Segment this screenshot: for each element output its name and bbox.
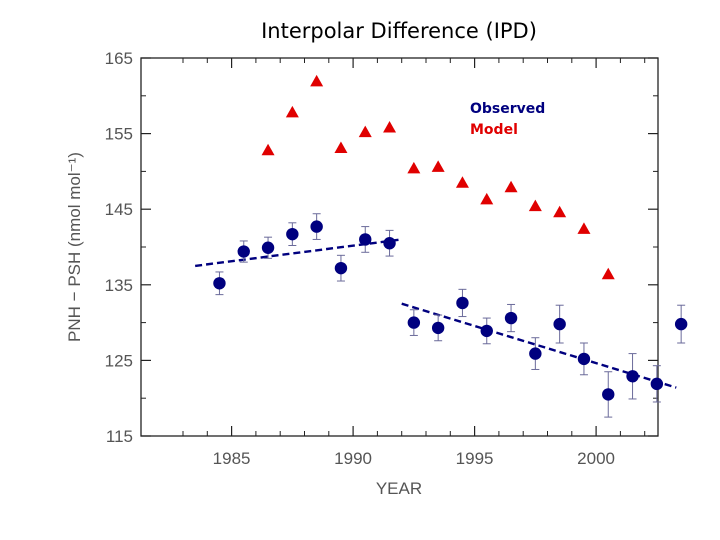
observed-point (261, 241, 275, 254)
model-point (261, 143, 275, 156)
observed-point (480, 324, 493, 338)
observed-point (407, 316, 421, 329)
model-point (601, 267, 615, 280)
observed-point (237, 245, 250, 258)
x-tick-label: 2000 (577, 449, 615, 468)
y-tick-label: 115 (106, 427, 133, 446)
y-axis-title: PNH − PSH (nmol mol⁻¹) (65, 152, 84, 342)
model-point (407, 161, 421, 174)
x-tick-label: 1985 (213, 449, 251, 468)
model-point (310, 74, 324, 87)
observed-point (553, 317, 566, 331)
observed-point (286, 227, 299, 241)
axis-ticks: 115 125 135 145 155 165 1985 1990 1995 2000 (105, 49, 658, 468)
observed-point (577, 352, 591, 366)
y-tick-label: 135 (105, 276, 133, 295)
model-point (358, 125, 372, 138)
legend-model: Model (470, 122, 518, 138)
observed-point (431, 321, 445, 335)
x-tick-label: 1990 (334, 449, 372, 468)
model-point (334, 141, 348, 153)
trend-line (401, 302, 677, 389)
model-point (577, 222, 591, 234)
y-tick-label: 155 (105, 125, 133, 144)
legend-observed: Observed (470, 101, 545, 117)
observed-point (504, 311, 518, 325)
observed-point (359, 233, 372, 246)
observed-point (213, 277, 226, 290)
trend-lines (194, 238, 677, 389)
y-tick-label: 125 (105, 351, 133, 370)
x-tick-label: 1995 (456, 449, 494, 468)
model-point (285, 105, 299, 118)
model-point (455, 176, 469, 188)
observed-point (310, 220, 323, 233)
trend-line (194, 238, 402, 268)
plot-frame (140, 57, 659, 437)
error-bars (215, 213, 686, 418)
chart-title: Interpolar Difference (IPD) (261, 19, 537, 43)
model-point (553, 205, 567, 218)
observed-point (383, 237, 396, 250)
model-point (480, 192, 494, 205)
observed-point (456, 296, 469, 310)
observed-point (602, 388, 615, 401)
observed-point (674, 317, 688, 331)
model-point (528, 199, 542, 212)
model-point (383, 121, 397, 133)
observed-point (529, 347, 542, 360)
model-point (504, 180, 518, 193)
y-tick-label: 145 (105, 200, 133, 219)
model-point (431, 160, 445, 172)
x-axis-title: YEAR (376, 479, 422, 498)
data-markers (213, 74, 688, 401)
observed-point (626, 370, 639, 383)
observed-point (334, 261, 348, 275)
observed-point (650, 377, 664, 391)
y-tick-label: 165 (105, 49, 133, 68)
